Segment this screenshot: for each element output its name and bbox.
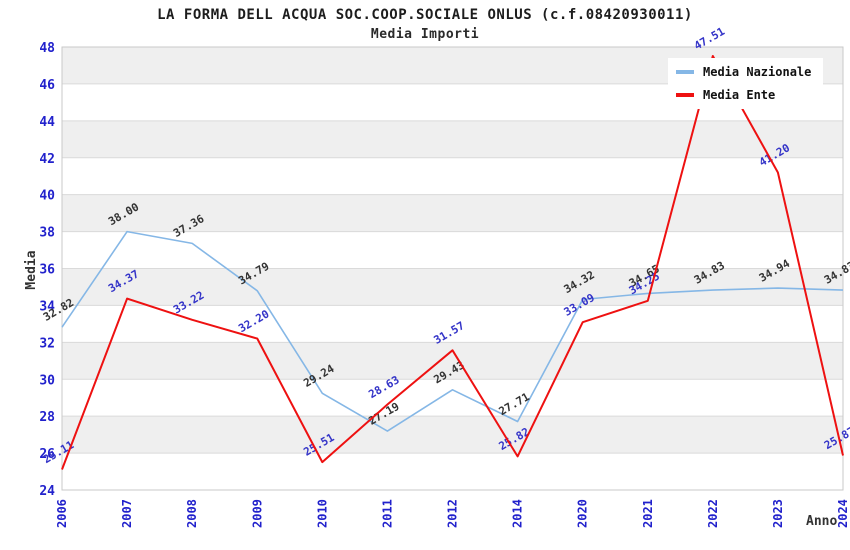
grid-band (62, 416, 843, 454)
y-tick-label: 34 (39, 299, 55, 314)
x-tick-label: 2022 (706, 499, 720, 528)
point-label: 32.20 (236, 307, 271, 335)
chart-title: LA FORMA DELL ACQUA SOC.COOP.SOCIALE ONL… (157, 7, 693, 23)
point-label: 25.11 (41, 438, 77, 466)
x-tick-label: 2012 (446, 499, 460, 528)
legend-item-media-nazionale: Media Nazionale (676, 64, 811, 80)
y-tick-label: 46 (39, 78, 55, 93)
grid-band (62, 342, 843, 380)
y-axis-title: Media (24, 250, 39, 290)
y-tick-label: 42 (39, 152, 55, 167)
legend: Media Nazionale Media Ente (668, 58, 824, 109)
x-tick-label: 2006 (55, 499, 69, 528)
x-tick-label: 2010 (315, 499, 329, 528)
y-tick-label: 28 (39, 410, 55, 425)
x-tick-label: 2011 (380, 499, 394, 528)
series-line-media-ente (61, 55, 844, 470)
x-tick-label: 2024 (836, 499, 850, 528)
grid-band (62, 120, 843, 158)
y-tick-label: 48 (39, 41, 55, 56)
legend-label-media-nazionale: Media Nazionale (703, 65, 812, 79)
legend-swatch-media-ente-icon (676, 93, 694, 97)
legend-swatch-media-nazionale-icon (676, 70, 694, 74)
y-tick-label: 32 (39, 336, 55, 351)
y-tick-label: 38 (39, 226, 55, 241)
y-tick-label: 24 (39, 484, 55, 499)
y-tick-label: 44 (39, 115, 55, 130)
x-tick-label: 2007 (120, 499, 134, 528)
x-tick-label: 2020 (576, 499, 590, 528)
chart-subtitle: Media Importi (370, 27, 480, 42)
plot-border (61, 46, 844, 491)
x-tick-label: 2023 (771, 499, 785, 528)
grid-band (62, 268, 843, 306)
x-tick-label: 2014 (511, 499, 525, 528)
y-tick-label: 30 (39, 373, 55, 388)
series-line-media-nazionale (61, 230, 844, 432)
legend-item-media-ente: Media Ente (676, 87, 811, 103)
x-tick-label: 2008 (185, 499, 199, 528)
point-label: 27.71 (497, 390, 533, 418)
legend-label-media-ente: Media Ente (703, 88, 776, 102)
x-tick-label: 2021 (641, 499, 655, 528)
x-tick-label: 2009 (250, 499, 264, 528)
y-tick-label: 26 (39, 447, 55, 462)
x-axis-title: Anno (806, 514, 838, 529)
y-tick-label: 40 (39, 189, 55, 204)
y-tick-label: 36 (39, 263, 55, 278)
grid-band (62, 194, 843, 232)
